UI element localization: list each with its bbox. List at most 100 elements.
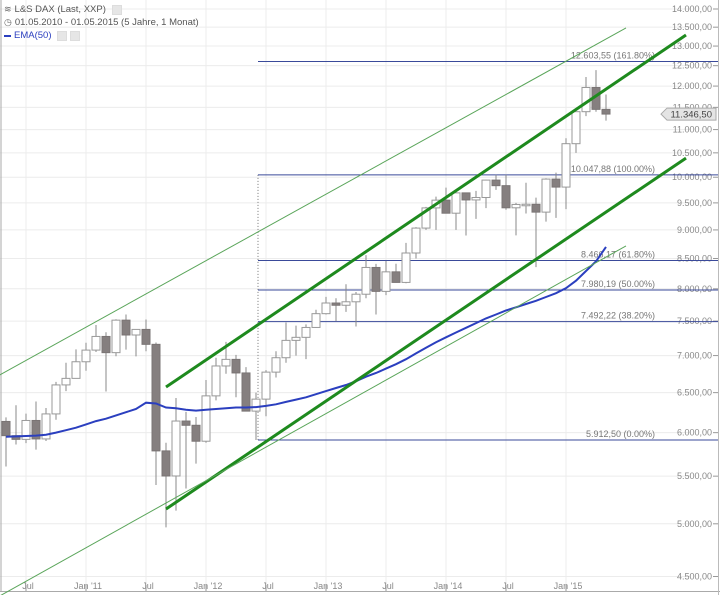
trend-channel-line <box>165 156 687 511</box>
ema-line <box>5 246 607 438</box>
candle-body <box>61 377 71 386</box>
candle-body <box>521 203 531 207</box>
candle-body <box>331 302 341 306</box>
y-tick-label: 6.000,00 <box>677 428 712 438</box>
candle-body <box>241 372 251 412</box>
candle-body <box>201 395 211 442</box>
x-tick-label: Jan '13 <box>314 581 343 591</box>
chart-legend: ≋ L&S DAX (Last, XXP) ◷ 01.05.2010 - 01.… <box>4 3 199 42</box>
y-tick-label: 4.500,00 <box>677 571 712 581</box>
chart-type-icon: ≋ <box>4 4 12 14</box>
candle-body <box>511 203 521 209</box>
candle-body <box>211 365 221 397</box>
candle-body <box>411 227 421 254</box>
fib-level-label: 8.466,17 (61.80%) <box>581 249 655 259</box>
candle-body <box>351 293 361 303</box>
y-tick-label: 7.500,00 <box>677 316 712 326</box>
candle-body <box>551 178 561 188</box>
candle-body <box>81 349 91 363</box>
date-range: 01.05.2010 - 01.05.2015 (5 Jahre, 1 Mona… <box>14 17 199 28</box>
candle-body <box>361 266 371 295</box>
indicator-name: EMA(50) <box>14 30 52 41</box>
y-tick-label: 12.500,00 <box>672 61 712 71</box>
y-tick-label: 7.000,00 <box>677 351 712 361</box>
candle-body <box>71 361 81 379</box>
candle-body <box>601 108 611 115</box>
y-tick-label: 11.000,00 <box>673 125 712 135</box>
y-tick-label: 5.000,00 <box>677 519 712 529</box>
trend-channel-line <box>165 33 687 389</box>
y-tick-label: 8.000,00 <box>677 284 712 294</box>
candle-body <box>181 420 191 426</box>
fib-level-label: 7.980,19 (50.00%) <box>581 279 655 289</box>
candle-body <box>401 252 411 283</box>
y-tick-label: 13.000,00 <box>672 41 712 51</box>
candle-body <box>1 420 11 437</box>
instrument-name: L&S DAX (Last, XXP) <box>14 4 106 15</box>
fib-level-label: 12.603,55 (161.80%) <box>571 51 655 61</box>
trend-channel-line <box>0 245 627 595</box>
instrument-settings-button[interactable] <box>111 4 122 15</box>
candle-body <box>491 179 501 187</box>
indicator-settings-button[interactable] <box>57 30 68 41</box>
candle-body <box>251 398 261 412</box>
candle-body <box>461 192 471 201</box>
legend-indicator: EMA(50) <box>4 29 199 42</box>
candle-body <box>301 326 311 338</box>
candle-body <box>281 339 291 359</box>
legend-instrument: ≋ L&S DAX (Last, XXP) <box>4 3 199 16</box>
y-tick-label: 12.000,00 <box>672 81 712 91</box>
y-tick-label: 5.500,00 <box>677 471 712 481</box>
candle-body <box>271 357 281 373</box>
y-tick-label: 9.000,00 <box>677 225 712 235</box>
fib-level-label: 10.047,88 (100.00%) <box>571 164 655 174</box>
candle-body <box>91 335 101 351</box>
candle-body <box>561 143 571 188</box>
candle-body <box>321 302 331 315</box>
candle-body <box>101 335 111 354</box>
candle-body <box>531 203 541 213</box>
candle-body <box>131 328 141 336</box>
candle-body <box>191 424 201 442</box>
candle-body <box>311 313 321 328</box>
y-tick-label: 14.000,00 <box>672 4 712 14</box>
candle-body <box>571 111 581 145</box>
fib-level-label: 5.912,50 (0.00%) <box>586 429 655 439</box>
candle-body <box>261 371 271 400</box>
candle-body <box>451 192 461 214</box>
candle-body <box>121 319 131 336</box>
fib-level-label: 7.492,22 (38.20%) <box>581 311 655 321</box>
trend-channel-line <box>0 27 627 376</box>
y-tick-label: 13.500,00 <box>672 22 712 32</box>
y-tick-label: 6.500,00 <box>677 388 712 398</box>
indicator-remove-button[interactable] <box>70 30 81 41</box>
x-tick-label: Jul <box>22 581 34 591</box>
candle-body <box>221 358 231 367</box>
candle-body <box>381 271 391 292</box>
candle-body <box>341 301 351 306</box>
candle-body <box>481 179 491 198</box>
candle-body <box>541 178 551 213</box>
x-tick-label: Jul <box>382 581 394 591</box>
x-tick-label: Jan '11 <box>74 581 102 591</box>
x-tick-label: Jul <box>142 581 154 591</box>
x-tick-label: Jan '14 <box>434 581 463 591</box>
y-tick-label: 8.500,00 <box>677 253 712 263</box>
ema-swatch <box>4 34 11 37</box>
y-tick-label: 11.500,00 <box>673 102 712 112</box>
candle-body <box>391 271 401 283</box>
x-tick-label: Jul <box>262 581 274 591</box>
candle-body <box>151 343 161 452</box>
candle-body <box>161 450 171 477</box>
candle-body <box>421 207 431 229</box>
candle-body <box>471 196 481 201</box>
candle-body <box>41 413 51 440</box>
x-tick-label: Jul <box>502 581 514 591</box>
candle-body <box>231 358 241 374</box>
y-tick-label: 10.000,00 <box>672 172 712 182</box>
candle-body <box>51 384 61 415</box>
y-tick-label: 10.500,00 <box>672 148 712 158</box>
last-price-tag <box>660 107 717 121</box>
last-price-label: 11.346,50 <box>670 110 712 121</box>
